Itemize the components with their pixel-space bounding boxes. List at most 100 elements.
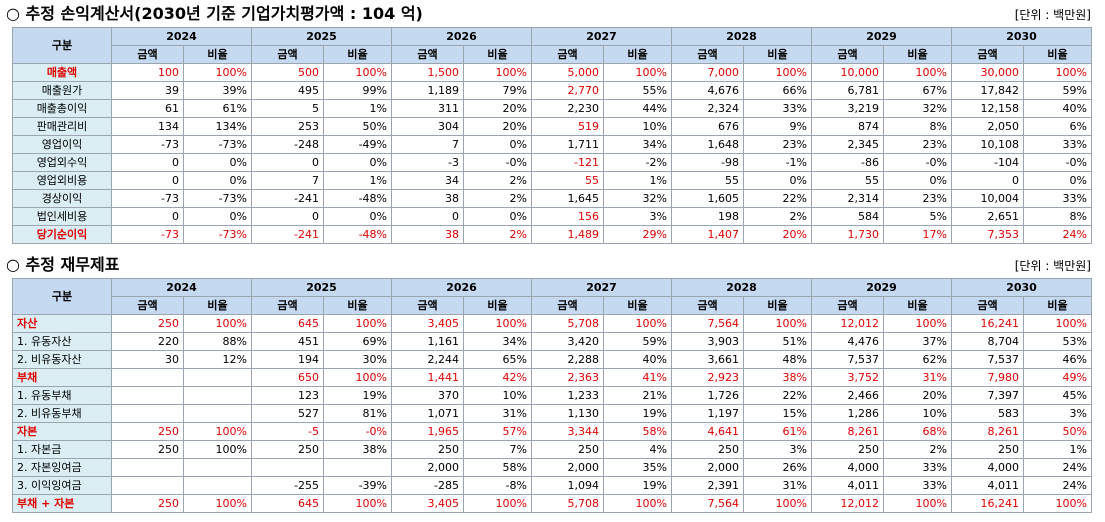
income-ratio-cell: 2% xyxy=(463,171,532,190)
income-amount-cell: 1,407 xyxy=(671,225,744,244)
balance-row-label: 자산 xyxy=(12,314,112,333)
income-row: 매출총이익 61 61% 5 1% 311 20% 2,230 44% 2,324 33% 3,219… xyxy=(12,99,1092,118)
balance-amount-cell: 220 xyxy=(111,332,184,351)
balance-ratio-cell: 26% xyxy=(743,458,812,477)
balance-ratio-subheader: 비율 xyxy=(743,296,812,315)
income-amount-cell: 874 xyxy=(811,117,884,136)
balance-ratio-cell: -39% xyxy=(323,476,392,495)
balance-amount-cell: 2,288 xyxy=(531,350,604,369)
income-ratio-cell: -73% xyxy=(183,225,252,244)
balance-amount-cell: -285 xyxy=(391,476,464,495)
income-amount-cell: 1,189 xyxy=(391,81,464,100)
income-amount-cell: 0 xyxy=(391,207,464,226)
balance-ratio-cell: 100% xyxy=(883,314,952,333)
balance-ratio-cell: 100% xyxy=(183,422,252,441)
income-row: 매출액 100 100% 500 100% 1,500 100% 5,000 100% 7,000… xyxy=(12,63,1092,82)
income-amount-subheader: 금액 xyxy=(811,45,884,64)
balance-amount-cell: 16,241 xyxy=(951,314,1024,333)
income-ratio-cell: 22% xyxy=(743,189,812,208)
balance-amount-cell: 1,161 xyxy=(391,332,464,351)
income-amount-cell: 519 xyxy=(531,117,604,136)
balance-ratio-cell: -0% xyxy=(323,422,392,441)
income-amount-cell: 0 xyxy=(111,153,184,172)
balance-amount-cell: 527 xyxy=(251,404,324,423)
balance-ratio-cell: 61% xyxy=(743,422,812,441)
balance-ratio-cell: 12% xyxy=(183,350,252,369)
balance-ratio-cell: 20% xyxy=(883,386,952,405)
balance-amount-cell: 2,244 xyxy=(391,350,464,369)
balance-ratio-cell: 19% xyxy=(323,386,392,405)
balance-ratio-cell: 50% xyxy=(1023,422,1092,441)
balance-amount-cell: 3,405 xyxy=(391,494,464,513)
income-ratio-cell: -0% xyxy=(463,153,532,172)
income-amount-cell: -86 xyxy=(811,153,884,172)
balance-amount-cell: 4,000 xyxy=(951,458,1024,477)
balance-ratio-cell: 58% xyxy=(463,458,532,477)
balance-ratio-cell: 100% xyxy=(463,314,532,333)
income-amount-cell: 3,219 xyxy=(811,99,884,118)
income-row: 판매관리비 134 134% 253 50% 304 20% 519 10% 676 9% 874 8%… xyxy=(12,117,1092,136)
balance-amount-cell: 370 xyxy=(391,386,464,405)
balance-unit-label: [단위 : 백만원] xyxy=(1014,259,1091,273)
income-row-label: 영업외비용 xyxy=(12,171,112,190)
balance-ratio-cell: 62% xyxy=(883,350,952,369)
income-amount-cell: 38 xyxy=(391,225,464,244)
balance-ratio-cell: 21% xyxy=(603,386,672,405)
income-ratio-subheader: 비율 xyxy=(183,45,252,64)
income-amount-cell: 584 xyxy=(811,207,884,226)
balance-ratio-cell xyxy=(323,458,392,477)
income-amount-cell: 55 xyxy=(671,171,744,190)
balance-amount-cell: 7,564 xyxy=(671,314,744,333)
income-amount-cell: 12,158 xyxy=(951,99,1024,118)
income-ratio-cell: 0% xyxy=(1023,171,1092,190)
income-amount-cell: 1,730 xyxy=(811,225,884,244)
balance-amount-cell: 645 xyxy=(251,494,324,513)
income-amount-cell: -73 xyxy=(111,225,184,244)
balance-ratio-cell xyxy=(183,404,252,423)
income-ratio-cell: 23% xyxy=(883,189,952,208)
balance-ratio-cell: 1% xyxy=(1023,440,1092,459)
income-ratio-cell: -48% xyxy=(323,225,392,244)
income-row-label: 매출총이익 xyxy=(12,99,112,118)
balance-amount-cell: 3,344 xyxy=(531,422,604,441)
balance-ratio-cell: 10% xyxy=(463,386,532,405)
income-ratio-cell: -0% xyxy=(883,153,952,172)
income-row: 영업외비용 0 0% 7 1% 34 2% 55 1% 55 0% 55 0% 0 0% xyxy=(12,171,1092,190)
balance-ratio-cell xyxy=(183,368,252,387)
balance-ratio-cell xyxy=(183,386,252,405)
balance-amount-cell: 1,197 xyxy=(671,404,744,423)
income-ratio-cell: 20% xyxy=(463,99,532,118)
balance-ratio-cell: 19% xyxy=(603,476,672,495)
income-amount-cell: 0 xyxy=(111,171,184,190)
balance-ratio-cell: 10% xyxy=(883,404,952,423)
balance-amount-cell: 7,980 xyxy=(951,368,1024,387)
income-amount-subheader: 금액 xyxy=(251,45,324,64)
income-row-label: 경상이익 xyxy=(12,189,112,208)
income-ratio-cell: 100% xyxy=(463,63,532,82)
income-amount-subheader: 금액 xyxy=(391,45,464,64)
income-row: 영업외수익 0 0% 0 0% -3 -0% -121 -2% -98 -1% -86 -0% -104-… xyxy=(12,153,1092,172)
balance-amount-cell: 250 xyxy=(111,422,184,441)
income-amount-cell: 198 xyxy=(671,207,744,226)
income-amount-cell: 10,000 xyxy=(811,63,884,82)
balance-amount-cell: 3,752 xyxy=(811,368,884,387)
balance-corner-header: 구분 xyxy=(12,278,112,315)
balance-amount-cell: 583 xyxy=(951,404,1024,423)
balance-amount-cell: 2,391 xyxy=(671,476,744,495)
income-ratio-cell: 0% xyxy=(323,207,392,226)
balance-amount-cell: 5,708 xyxy=(531,314,604,333)
balance-row-label: 부채 + 자본 xyxy=(12,494,112,513)
income-year-header: 2027 xyxy=(531,27,672,46)
income-amount-cell: 4,676 xyxy=(671,81,744,100)
balance-ratio-cell: 33% xyxy=(883,458,952,477)
income-statement-title: ○ 추정 손익계산서(2030년 기준 기업가치평가액 : 104 억) xyxy=(6,4,423,23)
income-year-header: 2030 xyxy=(951,27,1092,46)
balance-amount-cell: 5,708 xyxy=(531,494,604,513)
balance-amount-cell: 3,405 xyxy=(391,314,464,333)
income-ratio-cell: 34% xyxy=(603,135,672,154)
income-amount-cell: -104 xyxy=(951,153,1024,172)
balance-ratio-cell: 40% xyxy=(603,350,672,369)
balance-ratio-cell: 24% xyxy=(1023,458,1092,477)
balance-ratio-cell: 33% xyxy=(883,476,952,495)
balance-row: 부채 + 자본 250 100% 645 100% 3,405 100% 5,708 100% 7… xyxy=(12,494,1092,513)
